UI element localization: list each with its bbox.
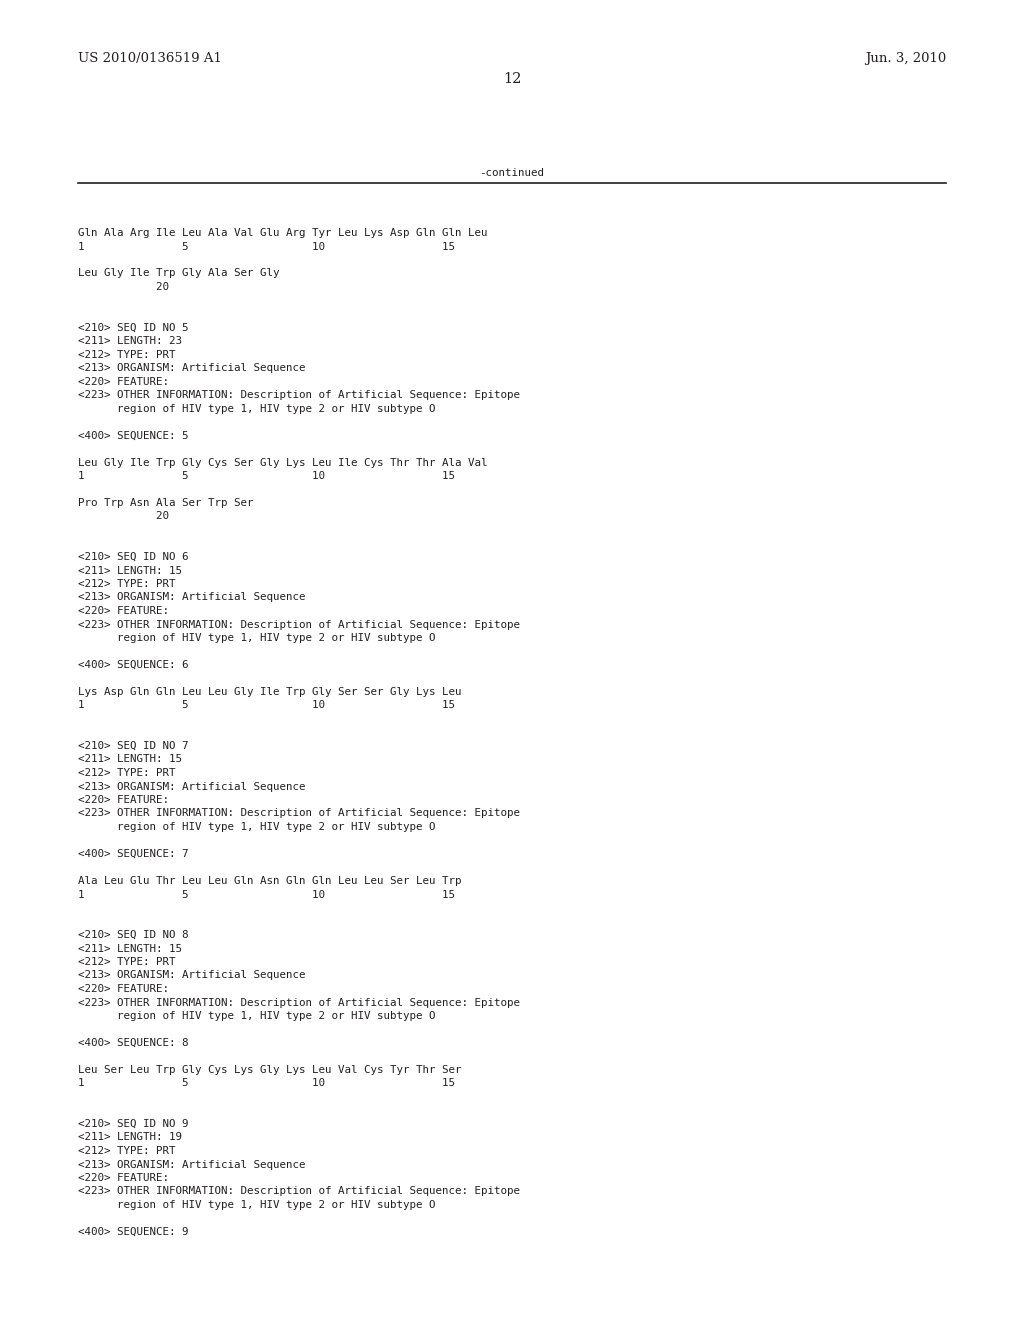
Text: <210> SEQ ID NO 9: <210> SEQ ID NO 9 bbox=[78, 1119, 188, 1129]
Text: Leu Ser Leu Trp Gly Cys Lys Gly Lys Leu Val Cys Tyr Thr Ser: Leu Ser Leu Trp Gly Cys Lys Gly Lys Leu … bbox=[78, 1065, 462, 1074]
Text: <211> LENGTH: 23: <211> LENGTH: 23 bbox=[78, 337, 182, 346]
Text: <212> TYPE: PRT: <212> TYPE: PRT bbox=[78, 768, 175, 777]
Text: -continued: -continued bbox=[479, 168, 545, 178]
Text: <212> TYPE: PRT: <212> TYPE: PRT bbox=[78, 1146, 175, 1156]
Text: <223> OTHER INFORMATION: Description of Artificial Sequence: Epitope: <223> OTHER INFORMATION: Description of … bbox=[78, 998, 520, 1007]
Text: 1               5                   10                  15: 1 5 10 15 bbox=[78, 701, 455, 710]
Text: <400> SEQUENCE: 8: <400> SEQUENCE: 8 bbox=[78, 1038, 188, 1048]
Text: <210> SEQ ID NO 6: <210> SEQ ID NO 6 bbox=[78, 552, 188, 562]
Text: <210> SEQ ID NO 5: <210> SEQ ID NO 5 bbox=[78, 322, 188, 333]
Text: <211> LENGTH: 15: <211> LENGTH: 15 bbox=[78, 755, 182, 764]
Text: <212> TYPE: PRT: <212> TYPE: PRT bbox=[78, 350, 175, 359]
Text: region of HIV type 1, HIV type 2 or HIV subtype O: region of HIV type 1, HIV type 2 or HIV … bbox=[78, 1200, 435, 1210]
Text: region of HIV type 1, HIV type 2 or HIV subtype O: region of HIV type 1, HIV type 2 or HIV … bbox=[78, 1011, 435, 1020]
Text: US 2010/0136519 A1: US 2010/0136519 A1 bbox=[78, 51, 222, 65]
Text: <213> ORGANISM: Artificial Sequence: <213> ORGANISM: Artificial Sequence bbox=[78, 1159, 305, 1170]
Text: Lys Asp Gln Gln Leu Leu Gly Ile Trp Gly Ser Ser Gly Lys Leu: Lys Asp Gln Gln Leu Leu Gly Ile Trp Gly … bbox=[78, 686, 462, 697]
Text: Leu Gly Ile Trp Gly Cys Ser Gly Lys Leu Ile Cys Thr Thr Ala Val: Leu Gly Ile Trp Gly Cys Ser Gly Lys Leu … bbox=[78, 458, 487, 467]
Text: Pro Trp Asn Ala Ser Trp Ser: Pro Trp Asn Ala Ser Trp Ser bbox=[78, 498, 254, 508]
Text: <400> SEQUENCE: 6: <400> SEQUENCE: 6 bbox=[78, 660, 188, 671]
Text: <213> ORGANISM: Artificial Sequence: <213> ORGANISM: Artificial Sequence bbox=[78, 970, 305, 981]
Text: Ala Leu Glu Thr Leu Leu Gln Asn Gln Gln Leu Leu Ser Leu Trp: Ala Leu Glu Thr Leu Leu Gln Asn Gln Gln … bbox=[78, 876, 462, 886]
Text: 1               5                   10                  15: 1 5 10 15 bbox=[78, 471, 455, 480]
Text: region of HIV type 1, HIV type 2 or HIV subtype O: region of HIV type 1, HIV type 2 or HIV … bbox=[78, 634, 435, 643]
Text: <220> FEATURE:: <220> FEATURE: bbox=[78, 376, 169, 387]
Text: <220> FEATURE:: <220> FEATURE: bbox=[78, 606, 169, 616]
Text: <213> ORGANISM: Artificial Sequence: <213> ORGANISM: Artificial Sequence bbox=[78, 363, 305, 374]
Text: Leu Gly Ile Trp Gly Ala Ser Gly: Leu Gly Ile Trp Gly Ala Ser Gly bbox=[78, 268, 280, 279]
Text: <212> TYPE: PRT: <212> TYPE: PRT bbox=[78, 957, 175, 968]
Text: <210> SEQ ID NO 8: <210> SEQ ID NO 8 bbox=[78, 931, 188, 940]
Text: 1               5                   10                  15: 1 5 10 15 bbox=[78, 242, 455, 252]
Text: <213> ORGANISM: Artificial Sequence: <213> ORGANISM: Artificial Sequence bbox=[78, 593, 305, 602]
Text: <400> SEQUENCE: 7: <400> SEQUENCE: 7 bbox=[78, 849, 188, 859]
Text: <220> FEATURE:: <220> FEATURE: bbox=[78, 795, 169, 805]
Text: <211> LENGTH: 19: <211> LENGTH: 19 bbox=[78, 1133, 182, 1143]
Text: 1               5                   10                  15: 1 5 10 15 bbox=[78, 890, 455, 899]
Text: region of HIV type 1, HIV type 2 or HIV subtype O: region of HIV type 1, HIV type 2 or HIV … bbox=[78, 822, 435, 832]
Text: 1               5                   10                  15: 1 5 10 15 bbox=[78, 1078, 455, 1089]
Text: <213> ORGANISM: Artificial Sequence: <213> ORGANISM: Artificial Sequence bbox=[78, 781, 305, 792]
Text: 20: 20 bbox=[78, 282, 169, 292]
Text: <400> SEQUENCE: 5: <400> SEQUENCE: 5 bbox=[78, 430, 188, 441]
Text: <223> OTHER INFORMATION: Description of Artificial Sequence: Epitope: <223> OTHER INFORMATION: Description of … bbox=[78, 1187, 520, 1196]
Text: 20: 20 bbox=[78, 511, 169, 521]
Text: <211> LENGTH: 15: <211> LENGTH: 15 bbox=[78, 565, 182, 576]
Text: Jun. 3, 2010: Jun. 3, 2010 bbox=[864, 51, 946, 65]
Text: <212> TYPE: PRT: <212> TYPE: PRT bbox=[78, 579, 175, 589]
Text: <220> FEATURE:: <220> FEATURE: bbox=[78, 1173, 169, 1183]
Text: region of HIV type 1, HIV type 2 or HIV subtype O: region of HIV type 1, HIV type 2 or HIV … bbox=[78, 404, 435, 413]
Text: <223> OTHER INFORMATION: Description of Artificial Sequence: Epitope: <223> OTHER INFORMATION: Description of … bbox=[78, 808, 520, 818]
Text: <223> OTHER INFORMATION: Description of Artificial Sequence: Epitope: <223> OTHER INFORMATION: Description of … bbox=[78, 389, 520, 400]
Text: <400> SEQUENCE: 9: <400> SEQUENCE: 9 bbox=[78, 1228, 188, 1237]
Text: Gln Ala Arg Ile Leu Ala Val Glu Arg Tyr Leu Lys Asp Gln Gln Leu: Gln Ala Arg Ile Leu Ala Val Glu Arg Tyr … bbox=[78, 228, 487, 238]
Text: <223> OTHER INFORMATION: Description of Artificial Sequence: Epitope: <223> OTHER INFORMATION: Description of … bbox=[78, 619, 520, 630]
Text: <211> LENGTH: 15: <211> LENGTH: 15 bbox=[78, 944, 182, 953]
Text: <220> FEATURE:: <220> FEATURE: bbox=[78, 983, 169, 994]
Text: <210> SEQ ID NO 7: <210> SEQ ID NO 7 bbox=[78, 741, 188, 751]
Text: 12: 12 bbox=[503, 73, 521, 86]
